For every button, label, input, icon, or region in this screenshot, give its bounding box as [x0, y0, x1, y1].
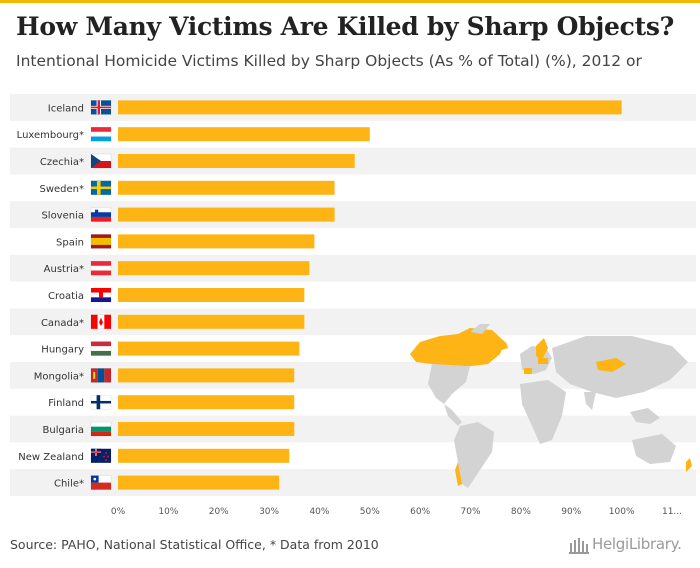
- row-band: [10, 469, 696, 496]
- bulgaria-flag-icon: [90, 421, 112, 437]
- austria-flag-icon: [90, 260, 112, 276]
- category-label: Austria*: [44, 264, 84, 275]
- australia-shape: [632, 434, 676, 464]
- mongolia-shape: [596, 358, 626, 372]
- bar[interactable]: [118, 261, 310, 276]
- source-note: Source: PAHO, National Statistical Offic…: [10, 537, 379, 552]
- x-tick-label: 11...: [662, 507, 682, 517]
- category-label: Hungary: [41, 345, 84, 356]
- category-label: Mongolia*: [34, 371, 84, 382]
- bar[interactable]: [118, 422, 295, 436]
- nordic-shape: [536, 338, 548, 360]
- bar[interactable]: [118, 234, 315, 249]
- row-band: [10, 254, 696, 282]
- row-band: [10, 308, 696, 336]
- new-zealand-shape: [686, 458, 692, 472]
- bars: [118, 100, 622, 490]
- canada-shape: [410, 328, 505, 366]
- category-labels: Iceland Luxembourg* Czechia* Sweden* Sloveni…: [17, 103, 84, 489]
- x-tick-label: 10%: [158, 507, 178, 517]
- x-axis-ticks: 0% 10% 20% 30% 40% 50% 60% 70% 80% 90% 100% 11...: [111, 507, 682, 517]
- canada-flag-icon: [90, 314, 112, 330]
- spain-shape: [524, 368, 532, 374]
- central-europe-shape: [538, 358, 548, 364]
- greenland-shape: [470, 324, 490, 334]
- accent-line: [0, 0, 700, 3]
- usa-shape: [428, 364, 470, 404]
- x-tick-label: 40%: [309, 507, 329, 517]
- flags: [90, 100, 112, 490]
- logo-text: HelgiLibrary.: [592, 535, 682, 553]
- bar[interactable]: [118, 127, 370, 142]
- mongolia-flag-icon: [90, 368, 112, 383]
- category-label: Croatia: [48, 291, 84, 302]
- africa-shape: [520, 380, 566, 444]
- spain-flag-icon: [90, 234, 112, 249]
- new-zealand-flag-icon: [90, 448, 112, 464]
- category-label: Luxembourg*: [17, 130, 84, 141]
- croatia-flag-icon: [90, 287, 112, 303]
- india-shape: [584, 392, 596, 410]
- world-map: [410, 324, 692, 488]
- category-label: Czechia*: [40, 157, 84, 168]
- iceland-shape: [500, 342, 508, 350]
- bar[interactable]: [118, 475, 280, 490]
- south-america-shape: [454, 422, 494, 488]
- indonesia-shape: [630, 408, 660, 424]
- bar[interactable]: [118, 100, 622, 115]
- sweden-flag-icon: [90, 180, 112, 196]
- x-tick-label: 30%: [259, 507, 279, 517]
- bar-chart: Iceland Luxembourg* Czechia* Sweden* Sloveni…: [10, 94, 696, 517]
- bar[interactable]: [118, 288, 305, 302]
- x-tick-label: 0%: [111, 507, 126, 517]
- central-america-shape: [444, 404, 462, 426]
- category-label: Sweden*: [39, 184, 84, 195]
- hungary-flag-icon: [90, 341, 112, 356]
- luxembourg-flag-icon: [90, 126, 112, 142]
- bar[interactable]: [118, 395, 295, 410]
- category-label: Chile*: [54, 479, 84, 490]
- bar[interactable]: [118, 154, 355, 168]
- slovenia-flag-icon: [90, 207, 112, 222]
- category-label: Iceland: [48, 103, 84, 114]
- iceland-flag-icon: [90, 100, 112, 115]
- category-label: Spain: [56, 237, 84, 248]
- x-tick-label: 100%: [609, 507, 635, 517]
- x-tick-label: 70%: [461, 507, 481, 517]
- bar[interactable]: [118, 314, 305, 329]
- x-tick-label: 60%: [410, 507, 430, 517]
- row-band: [10, 415, 696, 443]
- library-icon: [569, 538, 589, 554]
- category-label: Canada*: [41, 318, 84, 329]
- x-tick-label: 20%: [209, 507, 229, 517]
- x-tick-label: 80%: [511, 507, 531, 517]
- page-title: How Many Victims Are Killed by Sharp Obj…: [16, 12, 674, 41]
- x-tick-label: 90%: [561, 507, 581, 517]
- bar[interactable]: [118, 448, 290, 463]
- category-label: Slovenia: [41, 211, 84, 222]
- bar[interactable]: [118, 368, 295, 383]
- category-label: New Zealand: [18, 452, 84, 463]
- category-label: Bulgaria: [43, 425, 84, 436]
- chile-shape: [455, 462, 462, 486]
- bar[interactable]: [118, 180, 335, 195]
- bar[interactable]: [118, 207, 335, 222]
- x-tick-label: 50%: [360, 507, 380, 517]
- page-subtitle: Intentional Homicide Victims Killed by S…: [16, 52, 642, 70]
- chile-flag-icon: [90, 475, 112, 490]
- category-label: Finland: [48, 398, 84, 409]
- bar[interactable]: [118, 341, 300, 356]
- finland-flag-icon: [90, 394, 112, 410]
- helgilibrary-logo[interactable]: HelgiLibrary.: [568, 533, 694, 557]
- row-band: [10, 201, 696, 228]
- czechia-flag-icon: [90, 153, 112, 169]
